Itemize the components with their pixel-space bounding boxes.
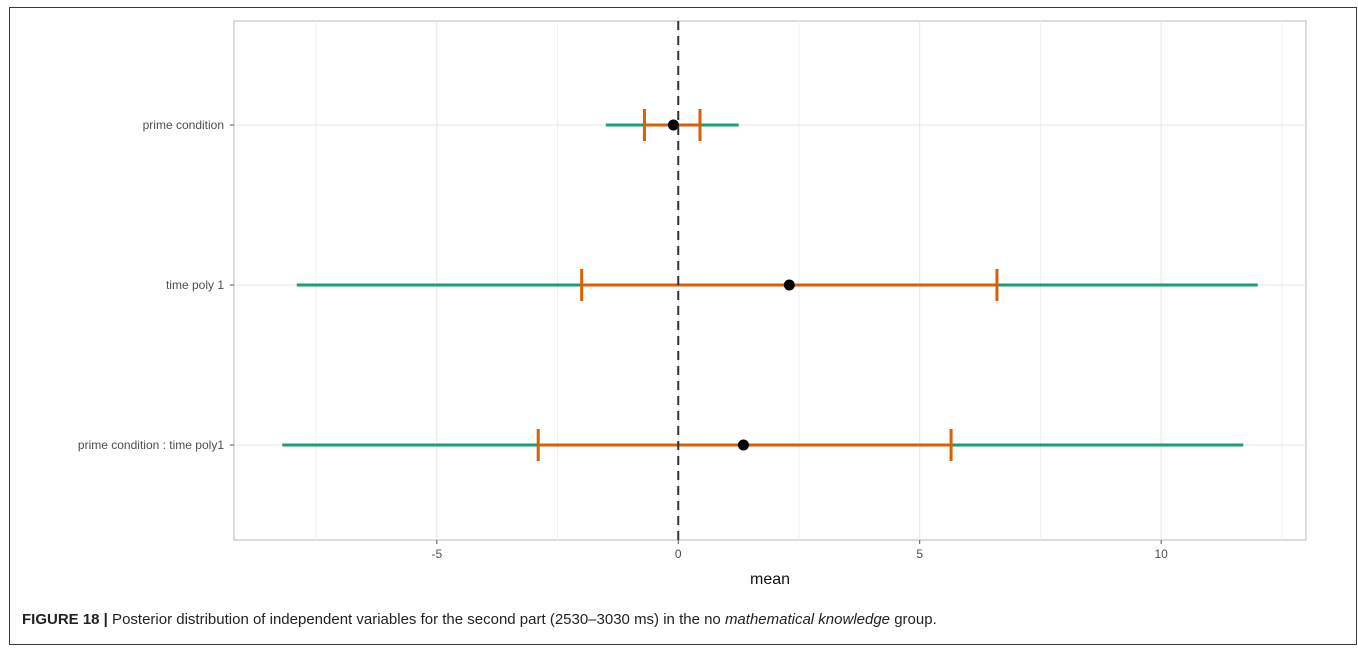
mean-point xyxy=(783,279,795,291)
x-tick-label: 10 xyxy=(1154,547,1168,561)
caption-label: FIGURE 18 | xyxy=(22,611,108,628)
caption-text-before: Posterior distribution of independent va… xyxy=(107,611,725,628)
y-tick-label: time poly 1 xyxy=(166,278,224,292)
x-tick-label: 0 xyxy=(675,547,682,561)
mean-point xyxy=(737,439,749,451)
x-axis-title: mean xyxy=(750,571,790,588)
caption-text-after: group. xyxy=(890,611,937,628)
x-tick-label: 5 xyxy=(916,547,923,561)
y-tick-label: prime condition : time poly1 xyxy=(78,438,224,452)
x-tick-label: -5 xyxy=(431,547,442,561)
caption-text-italic: mathematical knowledge xyxy=(724,611,891,628)
mean-point xyxy=(667,119,679,131)
plot-panel xyxy=(233,20,1307,541)
figure-caption: FIGURE 18 | Posterior distribution of in… xyxy=(22,611,1342,628)
y-tick-label: prime condition xyxy=(143,118,224,132)
